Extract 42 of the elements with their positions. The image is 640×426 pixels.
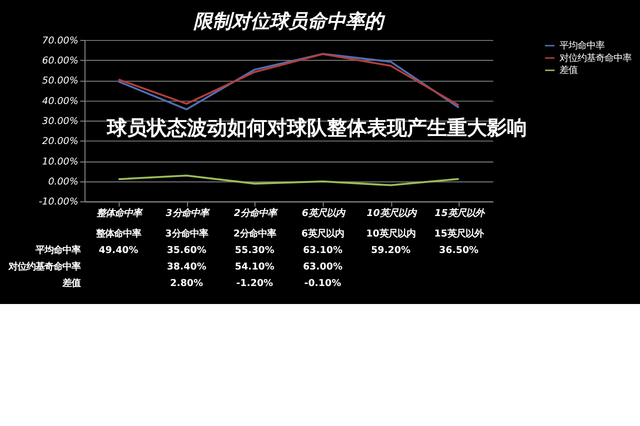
y-tick-label: 60.00% bbox=[42, 55, 78, 66]
data-label: 35.60% bbox=[166, 244, 207, 256]
y-tick-label: 10.00% bbox=[42, 156, 78, 168]
data-label: 36.50% bbox=[439, 244, 480, 256]
data-label: -0.10% bbox=[304, 278, 342, 290]
line-series bbox=[118, 174, 460, 186]
x-tick-label: 3分命中率 bbox=[166, 207, 210, 220]
category-label: 6英尺以内 bbox=[301, 228, 344, 240]
y-tick-label: 30.00% bbox=[42, 116, 78, 127]
category-label: 整体命中率 bbox=[96, 228, 142, 240]
category-label: 15英尺以外 bbox=[434, 228, 484, 240]
data-label: 54.10% bbox=[234, 262, 275, 273]
y-tick-label: 70.00% bbox=[42, 35, 78, 46]
legend-label: 对位约基奇命中率 bbox=[559, 52, 632, 64]
text: 差值 bbox=[62, 278, 81, 290]
category-label: 2分命中率 bbox=[233, 228, 276, 240]
data-label: 49.40% bbox=[98, 244, 139, 256]
data-label: 63.00% bbox=[302, 262, 343, 273]
y-tick-label: 50.00% bbox=[42, 76, 78, 87]
y-tick-label: 20.00% bbox=[42, 136, 78, 148]
data-label: 55.30% bbox=[234, 244, 275, 256]
annotation: 球员状态波动如何对球队整体表现产生重大影响 bbox=[106, 115, 528, 140]
y-tick-label: 40.00% bbox=[42, 96, 78, 107]
data-label: 2.80% bbox=[170, 278, 204, 290]
category-label: 3分命中率 bbox=[165, 228, 208, 240]
data-label: 59.20% bbox=[370, 244, 411, 256]
x-tick-label: 2分命中率 bbox=[234, 207, 278, 220]
chart-title: 限制对位球员命中率的 bbox=[192, 10, 386, 33]
legend-label: 平均命中率 bbox=[559, 40, 604, 52]
legend-label: 差值 bbox=[559, 65, 578, 76]
text: 对位约基奇命中率 bbox=[8, 262, 81, 273]
text: 平均命中率 bbox=[36, 244, 81, 256]
x-tick-label: 整体命中率 bbox=[96, 207, 144, 220]
y-tick-label: -10.00% bbox=[38, 196, 78, 208]
category-label: 10英尺以内 bbox=[366, 228, 416, 240]
x-tick-label: 10英尺以内 bbox=[366, 207, 418, 220]
x-tick-label: 15英尺以外 bbox=[434, 207, 486, 220]
data-label: 63.10% bbox=[302, 244, 343, 256]
y-tick-label: 0.00% bbox=[48, 176, 78, 188]
x-tick-label: 6英尺以内 bbox=[302, 207, 346, 220]
data-label: 38.40% bbox=[166, 262, 207, 273]
data-label: -1.20% bbox=[236, 278, 274, 290]
